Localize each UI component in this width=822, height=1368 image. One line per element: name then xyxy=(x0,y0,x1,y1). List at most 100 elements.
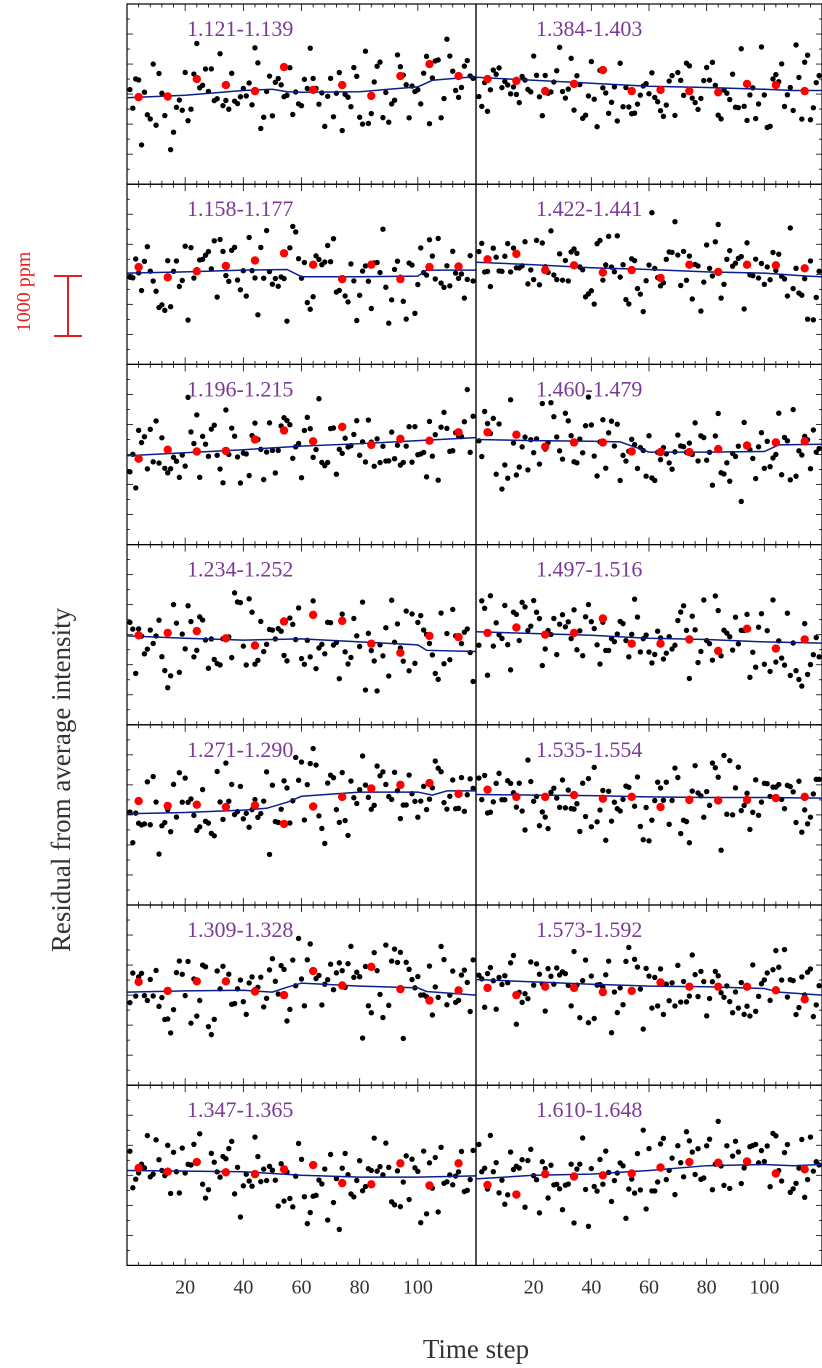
binned-point xyxy=(598,65,608,75)
data-point xyxy=(234,277,241,283)
data-point xyxy=(476,972,482,978)
data-point xyxy=(412,798,418,805)
data-point xyxy=(290,1204,296,1210)
data-point xyxy=(444,1002,450,1008)
data-point xyxy=(556,448,563,454)
data-point xyxy=(208,1150,215,1157)
data-point xyxy=(729,71,736,77)
binned-point xyxy=(425,778,434,788)
data-point xyxy=(432,758,438,764)
data-point xyxy=(147,426,153,433)
data-point xyxy=(223,760,229,766)
data-point xyxy=(130,105,136,111)
data-point xyxy=(770,597,776,603)
data-point xyxy=(290,621,296,628)
data-point xyxy=(426,640,433,647)
binned-point xyxy=(800,264,809,273)
data-point xyxy=(559,612,566,618)
data-point xyxy=(528,778,534,785)
data-point xyxy=(287,65,293,71)
data-point xyxy=(455,997,462,1004)
data-point xyxy=(231,1000,238,1007)
data-point xyxy=(787,783,793,790)
data-point xyxy=(479,103,485,110)
data-point xyxy=(252,420,258,426)
data-point xyxy=(562,970,569,977)
data-point xyxy=(333,806,340,813)
data-point xyxy=(568,635,574,642)
data-point xyxy=(663,981,669,987)
data-point xyxy=(804,821,811,827)
data-point xyxy=(678,999,684,1005)
data-point xyxy=(368,305,374,312)
data-point xyxy=(130,839,136,846)
data-point xyxy=(263,449,270,455)
data-point xyxy=(153,967,159,974)
data-point xyxy=(663,779,669,785)
data-point xyxy=(348,943,354,950)
data-point xyxy=(374,259,380,266)
data-point xyxy=(672,218,678,225)
data-point xyxy=(738,979,744,986)
data-point xyxy=(278,628,284,634)
binned-point xyxy=(714,1158,723,1167)
data-point xyxy=(345,299,351,305)
data-point xyxy=(701,814,707,820)
data-point xyxy=(747,674,753,681)
data-point xyxy=(654,628,661,634)
data-point xyxy=(127,619,133,626)
data-point xyxy=(721,994,727,1000)
data-point xyxy=(810,105,817,111)
data-point xyxy=(496,65,502,71)
data-point xyxy=(150,1171,156,1177)
data-point xyxy=(470,278,476,284)
data-point xyxy=(678,830,684,837)
data-point xyxy=(724,90,730,96)
data-point xyxy=(588,422,595,428)
data-point xyxy=(784,610,791,616)
data-point xyxy=(611,269,618,275)
data-point xyxy=(727,247,733,254)
data-point xyxy=(522,827,528,833)
data-point xyxy=(643,804,649,811)
data-point xyxy=(620,1163,626,1169)
data-point xyxy=(307,941,313,947)
data-point xyxy=(577,828,583,835)
data-point xyxy=(354,417,360,424)
data-point xyxy=(135,77,142,83)
data-point xyxy=(646,973,652,979)
data-point xyxy=(548,789,554,796)
data-point xyxy=(133,993,139,999)
data-point xyxy=(551,785,557,791)
data-point xyxy=(597,237,603,244)
data-point xyxy=(600,85,606,91)
data-point xyxy=(182,243,188,249)
data-point xyxy=(365,630,372,637)
binned-point xyxy=(742,441,752,450)
binned-point xyxy=(541,86,550,96)
data-point xyxy=(420,783,427,790)
data-point xyxy=(562,257,569,264)
data-point xyxy=(234,100,241,107)
panel-frame xyxy=(475,543,822,726)
data-point xyxy=(758,799,765,805)
panel-label: 1.271-1.290 xyxy=(187,737,293,762)
binned-point xyxy=(338,80,347,90)
data-point xyxy=(675,962,681,969)
data-point xyxy=(701,597,707,603)
data-point xyxy=(695,659,701,666)
data-point xyxy=(336,675,343,682)
data-point xyxy=(356,1158,363,1164)
x-axis-label: Time step xyxy=(423,1334,529,1364)
data-point xyxy=(336,287,343,294)
data-point xyxy=(150,459,156,465)
data-point xyxy=(290,111,296,118)
data-point xyxy=(240,1183,247,1189)
binned-point xyxy=(771,261,781,270)
data-point xyxy=(394,959,401,966)
data-point xyxy=(755,812,762,818)
data-point xyxy=(582,1186,589,1193)
data-point xyxy=(776,251,782,257)
data-point xyxy=(237,599,244,606)
data-point xyxy=(147,627,153,633)
